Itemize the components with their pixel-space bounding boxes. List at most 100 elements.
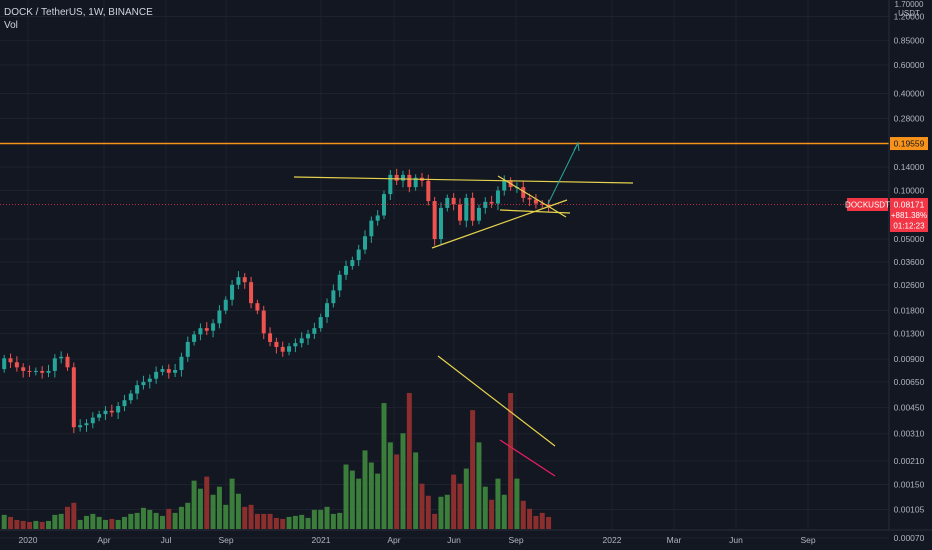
volume-bar bbox=[153, 512, 159, 529]
candle bbox=[173, 363, 178, 378]
grid bbox=[0, 0, 889, 539]
volume-bar bbox=[520, 500, 526, 529]
candle bbox=[204, 322, 209, 336]
volume-bar bbox=[115, 519, 121, 529]
candle bbox=[211, 319, 216, 338]
candle bbox=[122, 394, 127, 412]
candle bbox=[540, 200, 545, 208]
time-axis[interactable]: 2020 Apr Jul Sep 2021 Apr Jun Sep 2022 Mar Jun Sep bbox=[19, 535, 816, 545]
volume-bar bbox=[501, 494, 507, 529]
candle bbox=[103, 406, 108, 420]
candle bbox=[350, 256, 355, 270]
volume-bar bbox=[508, 393, 514, 529]
candle bbox=[242, 273, 247, 289]
price-tick-label: 0.00210 bbox=[894, 456, 925, 466]
trendline-rising bbox=[431, 199, 568, 249]
volume-bar bbox=[178, 506, 184, 529]
candle bbox=[432, 196, 437, 246]
volume-bar bbox=[413, 452, 419, 529]
volume-bar bbox=[1, 514, 7, 529]
price-scale[interactable]: 1.20000 0.85000 0.60000 0.40000 0.28000 0.140… bbox=[894, 12, 925, 543]
price-tick-label: 0.85000 bbox=[894, 36, 925, 46]
volume-bar bbox=[102, 519, 108, 529]
time-axis-label: 2022 bbox=[603, 535, 622, 545]
candle bbox=[363, 230, 368, 254]
currency-label: USDT bbox=[898, 9, 920, 18]
candle bbox=[495, 186, 500, 211]
candle bbox=[318, 313, 323, 332]
candle bbox=[451, 193, 456, 211]
symbol-title[interactable]: DOCK / TetherUS, 1W, BINANCE bbox=[4, 7, 153, 18]
volume-bar bbox=[83, 515, 89, 529]
volume-bar bbox=[324, 506, 330, 529]
volume-bar bbox=[267, 513, 273, 529]
volume-indicator-label[interactable]: Vol bbox=[4, 20, 18, 31]
volume-bar bbox=[27, 521, 33, 529]
volume-bar bbox=[71, 502, 77, 529]
volume-bar bbox=[77, 519, 83, 529]
volume-bar bbox=[438, 496, 444, 529]
candle bbox=[457, 198, 462, 225]
time-axis-label: 2021 bbox=[312, 535, 331, 545]
trendline-triangle-upper bbox=[497, 175, 567, 218]
volume-bar bbox=[489, 499, 495, 529]
volume-bar bbox=[39, 521, 45, 529]
bar-countdown: 01:12:23 bbox=[893, 222, 925, 231]
candle bbox=[287, 342, 292, 356]
candle bbox=[154, 366, 159, 384]
volume-bar bbox=[254, 513, 260, 529]
volume-bar bbox=[318, 509, 324, 529]
time-axis-label: Mar bbox=[667, 535, 682, 545]
price-tick-label: 0.28000 bbox=[894, 113, 925, 123]
candle bbox=[299, 332, 304, 348]
candle bbox=[65, 353, 70, 371]
price-tick-label: 0.01300 bbox=[894, 328, 925, 338]
candle bbox=[8, 353, 13, 369]
volume-bar bbox=[419, 483, 425, 529]
price-tick-label: 0.02600 bbox=[894, 280, 925, 290]
volume-bar bbox=[52, 514, 58, 529]
candle bbox=[135, 380, 140, 400]
candle bbox=[192, 331, 197, 346]
price-tick-label: 0.00105 bbox=[894, 504, 925, 514]
price-tick-label: 0.10000 bbox=[894, 186, 925, 196]
svg-text:0.19559: 0.19559 bbox=[894, 139, 925, 149]
price-tick-label: 1.20000 bbox=[894, 12, 925, 22]
time-axis-label: Sep bbox=[218, 535, 233, 545]
price-tick-label: 0.00150 bbox=[894, 480, 925, 490]
volume-bar bbox=[400, 433, 406, 529]
candle bbox=[97, 410, 102, 422]
price-tick-label: 0.00070 bbox=[894, 533, 925, 543]
price-tick-label: 0.60000 bbox=[894, 60, 925, 70]
volume-bar bbox=[514, 478, 520, 529]
volume-bar bbox=[65, 506, 70, 529]
time-axis-label: Sep bbox=[508, 535, 523, 545]
time-axis-label: Sep bbox=[800, 535, 815, 545]
volume-bar bbox=[292, 515, 298, 529]
drawings[interactable] bbox=[293, 142, 634, 477]
volume-bar bbox=[375, 473, 381, 529]
candle bbox=[230, 280, 235, 306]
volume-bar bbox=[368, 462, 374, 529]
projection-arrow-line bbox=[547, 142, 579, 205]
candle bbox=[331, 284, 336, 308]
candle bbox=[59, 351, 64, 364]
candle bbox=[46, 364, 51, 378]
chart-legend[interactable]: DOCK / TetherUS, 1W, BINANCE Vol bbox=[4, 6, 153, 32]
volume-bar bbox=[109, 518, 115, 529]
time-axis-label: Jun bbox=[447, 535, 461, 545]
volume-bar bbox=[406, 393, 412, 529]
price-tick-label: 0.03600 bbox=[894, 257, 925, 267]
volume-bar bbox=[495, 478, 501, 529]
candle bbox=[369, 216, 374, 243]
volume-bar bbox=[210, 494, 216, 529]
candle bbox=[14, 356, 19, 372]
candle bbox=[464, 193, 469, 228]
candle bbox=[198, 323, 203, 341]
volume-bar bbox=[457, 483, 463, 529]
candle bbox=[90, 412, 95, 429]
volume-bar bbox=[14, 519, 20, 529]
volume-bar bbox=[349, 470, 355, 529]
candle bbox=[407, 169, 412, 193]
